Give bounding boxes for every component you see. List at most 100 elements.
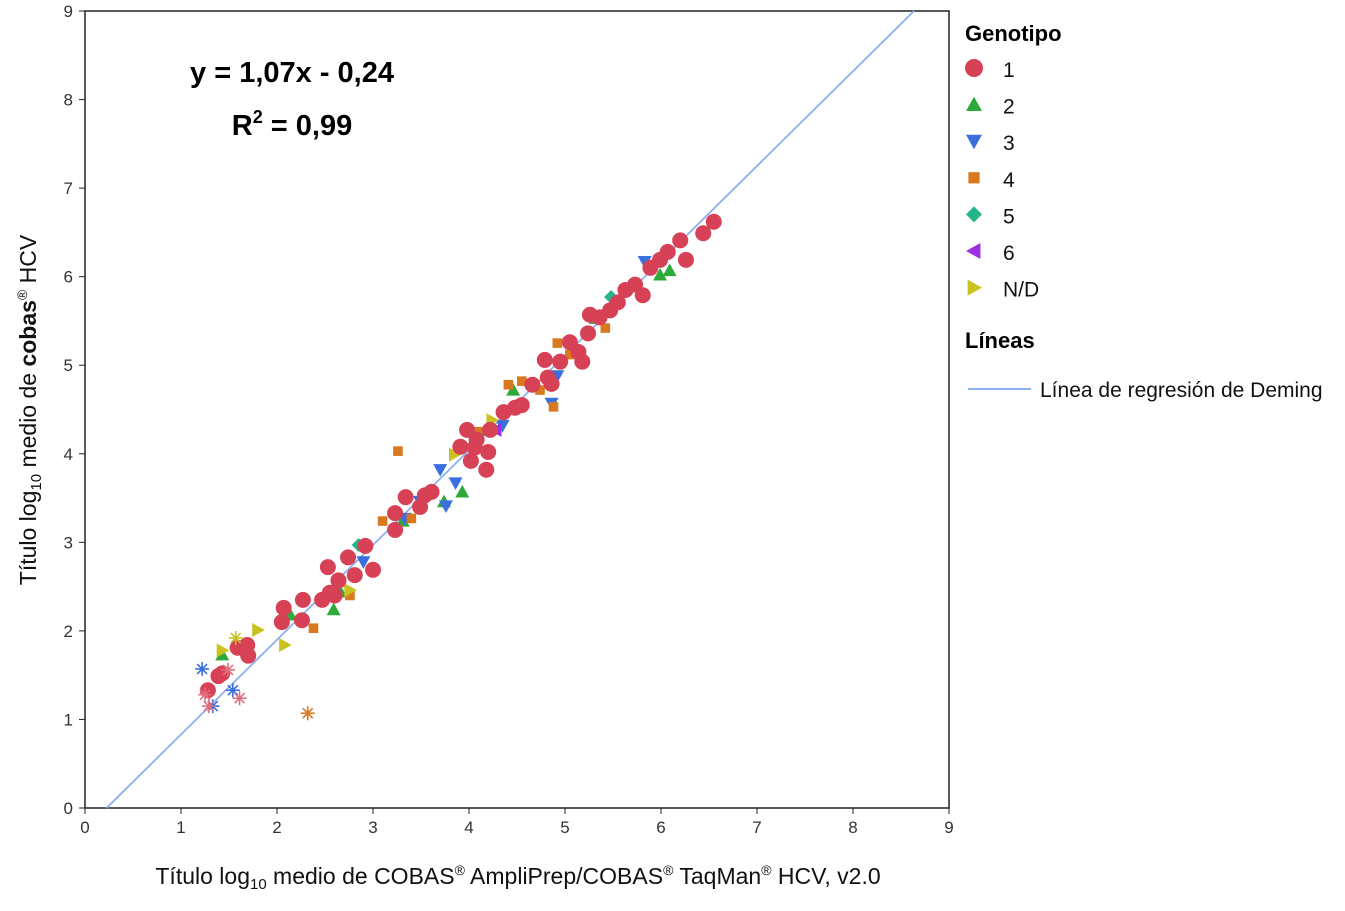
data-point [423,483,440,500]
x-axis-label: Título log10 medio de COBAS® AmpliPrep/C… [155,862,880,893]
data-point [273,614,290,631]
y-tick-label: 7 [64,179,73,198]
data-point [377,516,388,526]
legend-marker-icon [966,206,982,223]
data-point [478,461,495,478]
y-label-pre: Título log [15,491,41,586]
data-point [344,583,357,598]
legend-marker-icon [968,172,980,184]
data-point [319,559,336,576]
x-label-sup3: ® [761,862,772,878]
data-point [240,647,257,664]
x-label-mid2: TaqMan [673,863,761,889]
x-tick-label: 6 [656,818,665,837]
legend-title-lines: Líneas [965,328,1035,353]
asterisk-point [232,691,247,706]
data-point [308,623,319,634]
data-point [433,464,448,477]
y-tick-label: 1 [64,710,73,729]
data-point [552,338,563,348]
data-point [609,294,626,311]
data-point [634,287,651,304]
y-tick-label: 8 [64,91,73,110]
data-point [448,477,463,491]
data-point [662,263,677,277]
legend-marker-icon [966,134,982,150]
data-point [459,421,476,438]
data-point [330,572,347,589]
x-label-sub: 10 [250,876,267,893]
legend-item: 3 [966,132,1015,155]
legend-label: 6 [1003,242,1015,265]
series-genotype-1 [199,213,722,699]
data-point [574,353,591,370]
x-label-post: medio de COBAS [267,863,455,889]
legend-line-label: Línea de regresión de Deming [1040,379,1323,402]
y-tick-label: 2 [64,622,73,641]
data-point [548,402,559,412]
y-tick-label: 3 [64,533,73,552]
asterisk-points [228,630,243,645]
x-label-pre: Título log [155,863,250,889]
x-label-mid: AmpliPrep/COBAS [465,863,663,889]
y-label-end: HCV [15,234,41,290]
data-point [480,444,497,461]
r-squared-label: R2 = 0,99 [232,107,352,142]
data-point [294,591,311,608]
data-point [535,385,545,395]
data-point [275,599,292,616]
data-point [346,567,363,584]
legend-label: 3 [1003,132,1015,155]
legend-label: N/D [1003,279,1039,302]
data-point [513,397,530,414]
y-tick-label: 0 [64,799,73,818]
data-point [412,498,429,515]
data-point [216,643,230,658]
y-tick-label: 5 [64,356,73,375]
data-point [438,500,453,514]
data-point [462,452,479,469]
x-label-end: HCV, v2.0 [772,863,881,889]
data-point [397,489,414,506]
data-point [653,267,668,281]
equation-label: y = 1,07x - 0,24 [190,57,394,89]
data-point [503,379,514,390]
legend-label: 2 [1003,96,1015,119]
data-point [326,602,341,616]
data-point [472,426,483,437]
legend-item: N/D [967,279,1039,302]
data-point [357,537,374,554]
data-point [279,638,292,653]
data-point [517,376,527,386]
data-point [393,446,403,456]
asterisk-point [300,706,315,721]
data-point [659,243,676,260]
legend-marker-icon [966,96,982,111]
data-point [468,431,485,448]
x-tick-label: 0 [80,818,89,837]
legend: Genotipo 1 2 3 4 5 6 N/D Líneas Línea de regre… [965,21,1323,402]
legend-marker-icon [967,279,982,296]
axis-ticks: 0 1 2 3 4 5 6 7 8 9 0 1 2 3 4 5 6 7 8 9 [64,2,954,837]
asterisk-point [195,661,210,676]
x-label-sup1: ® [455,862,466,878]
legend-item: 1 [965,59,1015,82]
y-label-mid: medio de [15,367,41,474]
data-point [345,590,355,601]
legend-title-genotype: Genotipo [965,21,1062,46]
x-tick-label: 9 [944,818,953,837]
asterisk-point [225,683,240,698]
y-label-sup: ® [14,289,30,300]
asterisk-point [221,662,236,677]
data-point [600,323,611,333]
y-axis-label: Título log10 medio de cobas® HCV [14,234,45,585]
legend-label: 5 [1003,205,1015,228]
y-label-sub: 10 [28,474,45,491]
legend-item: 5 [966,205,1015,228]
data-point [452,438,469,455]
y-tick-label: 9 [64,2,73,21]
asterisk-point [201,699,216,714]
y-tick-label: 4 [64,445,73,464]
legend-item: 4 [968,169,1015,192]
